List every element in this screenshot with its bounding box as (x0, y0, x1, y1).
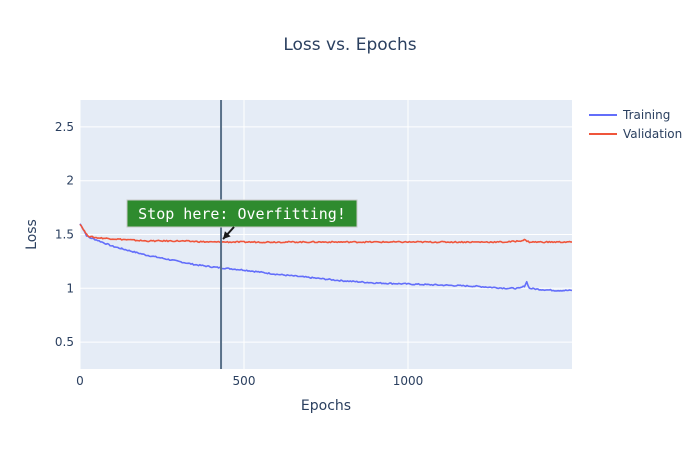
legend-item-validation[interactable]: Validation (589, 127, 682, 141)
y-tick-label: 0.5 (55, 335, 74, 349)
x-tick-label: 0 (76, 374, 84, 388)
x-axis-title: Epochs (301, 398, 351, 414)
y-tick-label: 2 (66, 174, 74, 188)
series-line-validation (79, 223, 573, 244)
chart-title: Loss vs. Epochs (283, 35, 416, 55)
y-tick-label: 1 (66, 281, 74, 295)
legend[interactable]: Training Validation (589, 108, 682, 141)
axis-ticks: 0.5 1 1.5 2 2.5 0 500 1000 (55, 120, 423, 388)
legend-item-training[interactable]: Training (589, 108, 670, 122)
legend-label: Validation (623, 127, 682, 141)
annotation-box (126, 199, 358, 228)
annotation: Stop here: Overfitting! (126, 199, 358, 240)
grid-lines (79, 100, 572, 369)
annotation-arrow-head (223, 231, 231, 240)
series-lines (79, 223, 573, 292)
x-tick-label: 500 (233, 374, 256, 388)
legend-label: Training (622, 108, 670, 122)
series-line-training (79, 223, 573, 292)
annotation-text: Stop here: Overfitting! (138, 205, 346, 223)
x-tick-label: 1000 (393, 374, 424, 388)
y-axis-title: Loss (24, 219, 40, 250)
y-tick-label: 1.5 (55, 228, 74, 242)
y-tick-label: 2.5 (55, 120, 74, 134)
